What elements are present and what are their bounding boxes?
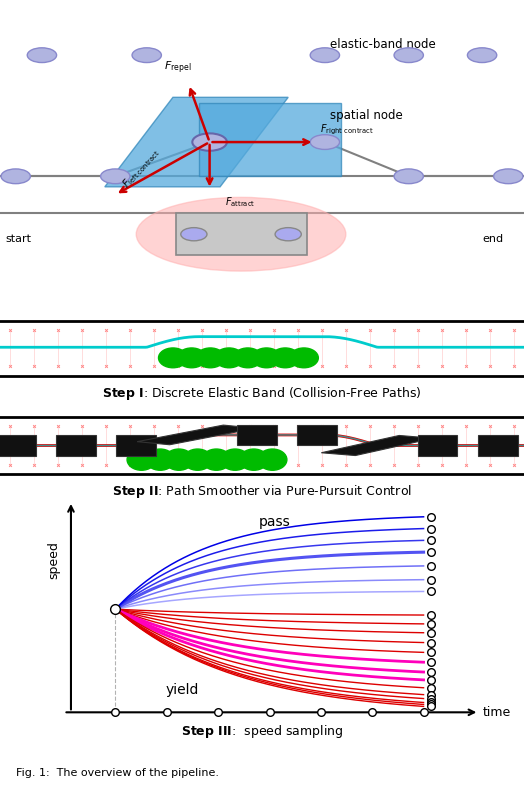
- Ellipse shape: [196, 348, 225, 368]
- Circle shape: [192, 134, 227, 151]
- Text: $F_{\rm attract}$: $F_{\rm attract}$: [225, 195, 256, 208]
- Circle shape: [394, 48, 423, 63]
- Ellipse shape: [221, 449, 249, 470]
- Circle shape: [101, 169, 130, 184]
- Text: time: time: [483, 706, 511, 719]
- Text: pass: pass: [259, 515, 291, 528]
- Circle shape: [1, 169, 30, 184]
- Ellipse shape: [202, 449, 231, 470]
- Text: $F_{\rm left\ contract}$: $F_{\rm left\ contract}$: [120, 145, 163, 191]
- Ellipse shape: [127, 449, 156, 470]
- Ellipse shape: [165, 449, 193, 470]
- Circle shape: [275, 228, 301, 241]
- FancyBboxPatch shape: [418, 435, 457, 456]
- Ellipse shape: [146, 449, 174, 470]
- FancyBboxPatch shape: [321, 435, 433, 456]
- Circle shape: [394, 169, 423, 184]
- Circle shape: [195, 134, 224, 149]
- FancyBboxPatch shape: [56, 435, 96, 456]
- Circle shape: [310, 48, 340, 63]
- FancyBboxPatch shape: [0, 435, 36, 456]
- Ellipse shape: [271, 348, 300, 368]
- Text: $F_{\rm repel}$: $F_{\rm repel}$: [165, 60, 192, 76]
- FancyBboxPatch shape: [137, 425, 256, 445]
- Circle shape: [27, 48, 57, 63]
- Text: Fig. 1:  The overview of the pipeline.: Fig. 1: The overview of the pipeline.: [16, 768, 219, 778]
- Ellipse shape: [289, 348, 318, 368]
- Text: $\mathbf{Step\ III}$:  speed sampling: $\mathbf{Step\ III}$: speed sampling: [181, 723, 343, 740]
- Polygon shape: [105, 97, 288, 187]
- FancyBboxPatch shape: [176, 213, 307, 255]
- Ellipse shape: [183, 449, 212, 470]
- Ellipse shape: [159, 348, 188, 368]
- FancyBboxPatch shape: [478, 435, 518, 456]
- FancyBboxPatch shape: [237, 424, 277, 445]
- Text: speed: speed: [47, 541, 60, 579]
- Circle shape: [467, 48, 497, 63]
- FancyBboxPatch shape: [116, 435, 156, 456]
- Ellipse shape: [215, 348, 244, 368]
- Circle shape: [132, 48, 161, 63]
- Text: end: end: [482, 234, 503, 244]
- Text: start: start: [5, 234, 31, 244]
- Polygon shape: [199, 103, 341, 176]
- Text: yield: yield: [166, 683, 199, 697]
- Text: elastic-band node: elastic-band node: [330, 39, 436, 51]
- Ellipse shape: [258, 449, 287, 470]
- Text: spatial node: spatial node: [330, 109, 403, 123]
- Circle shape: [181, 228, 207, 241]
- Ellipse shape: [239, 449, 268, 470]
- Ellipse shape: [177, 348, 206, 368]
- Text: $\mathbf{Step\ II}$: Path Smoother via Pure-Pursuit Control: $\mathbf{Step\ II}$: Path Smoother via P…: [112, 483, 412, 501]
- Text: $F_{\rm right\ contract}$: $F_{\rm right\ contract}$: [320, 123, 374, 137]
- Text: $\mathbf{Step\ I}$: Discrete Elastic Band (Collision-Free Paths): $\mathbf{Step\ I}$: Discrete Elastic Ban…: [102, 385, 422, 402]
- Ellipse shape: [252, 348, 281, 368]
- Ellipse shape: [136, 197, 346, 271]
- Circle shape: [494, 169, 523, 184]
- Circle shape: [310, 134, 340, 149]
- FancyBboxPatch shape: [297, 424, 337, 445]
- Ellipse shape: [233, 348, 262, 368]
